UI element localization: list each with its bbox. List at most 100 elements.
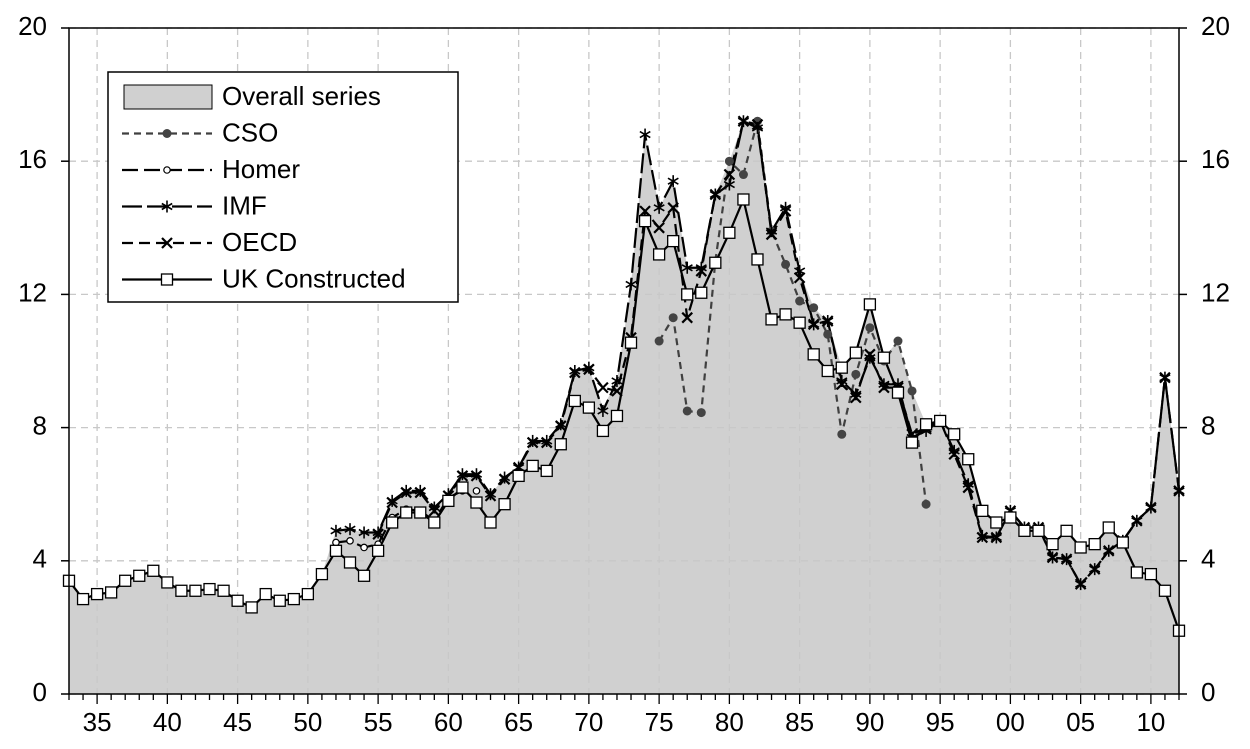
marker <box>807 318 820 331</box>
marker <box>667 234 680 248</box>
marker-stroke <box>1074 578 1087 590</box>
marker-square <box>737 193 750 206</box>
marker <box>863 298 877 311</box>
marker-stroke <box>639 205 651 217</box>
marker-square <box>484 516 497 529</box>
marker <box>400 486 412 499</box>
y2-tick-label: 20 <box>1201 11 1230 41</box>
marker-square <box>1144 567 1158 581</box>
marker-square <box>428 516 441 529</box>
marker <box>864 348 876 361</box>
legend-marker <box>161 200 173 213</box>
marker-square <box>76 592 90 606</box>
marker <box>737 115 750 128</box>
marker-stroke <box>470 470 483 482</box>
marker <box>654 336 664 346</box>
marker-square <box>793 316 806 329</box>
marker-dot <box>865 323 875 333</box>
marker-square <box>624 336 638 349</box>
x-tick-label: 40 <box>153 707 182 737</box>
marker-stroke <box>653 222 665 234</box>
marker-stroke <box>793 271 806 284</box>
y-tick-label: 4 <box>33 544 47 574</box>
marker-stroke <box>1145 501 1157 514</box>
marker <box>821 364 834 378</box>
marker-dot <box>654 336 664 346</box>
marker-square <box>919 418 933 431</box>
marker-square <box>821 364 834 378</box>
marker-stroke <box>807 318 820 331</box>
marker-dot <box>162 129 172 138</box>
marker <box>668 313 678 323</box>
legend-marker <box>163 166 171 174</box>
marker-stroke <box>667 177 679 185</box>
marker <box>1088 538 1101 551</box>
marker <box>442 494 455 508</box>
marker-stroke <box>653 204 665 212</box>
marker <box>779 308 792 321</box>
marker-square <box>667 234 680 248</box>
marker <box>358 526 370 539</box>
marker <box>428 505 441 517</box>
marker <box>357 569 371 582</box>
marker <box>414 506 427 519</box>
marker-square <box>1004 511 1017 524</box>
marker <box>723 178 735 191</box>
marker-stroke <box>1088 563 1101 575</box>
marker <box>1004 511 1017 524</box>
marker-square <box>1074 541 1087 554</box>
x-tick-label: 45 <box>223 707 252 737</box>
marker-square <box>1032 524 1045 537</box>
marker-square <box>245 601 258 614</box>
marker-square <box>343 556 357 569</box>
marker-stroke <box>611 385 623 397</box>
marker-stroke <box>344 525 356 533</box>
marker-stroke <box>878 381 890 394</box>
marker-square <box>1158 584 1172 597</box>
marker <box>990 516 1003 529</box>
marker-stroke <box>779 204 792 212</box>
marker <box>315 567 329 581</box>
marker <box>765 313 778 326</box>
marker <box>905 436 919 449</box>
marker-square <box>723 226 736 239</box>
marker-stroke <box>1060 553 1073 565</box>
marker <box>624 336 638 349</box>
marker <box>287 592 300 606</box>
y-tick-label: 8 <box>33 410 47 440</box>
marker-stroke <box>372 528 384 540</box>
marker <box>893 336 903 346</box>
marker <box>540 436 553 449</box>
marker <box>919 418 933 431</box>
marker <box>962 453 975 466</box>
marker <box>512 469 525 483</box>
y2-tick-label: 0 <box>1201 677 1215 707</box>
marker-dot <box>724 156 734 166</box>
marker <box>809 303 819 313</box>
legend-marker <box>162 129 172 138</box>
marker <box>596 424 610 438</box>
marker <box>836 378 848 391</box>
marker-dot <box>907 386 917 396</box>
marker <box>667 175 679 188</box>
marker-square <box>329 544 343 557</box>
marker-dot <box>682 406 692 416</box>
area <box>69 121 1179 695</box>
marker-square <box>877 351 891 364</box>
marker-stroke <box>161 237 173 249</box>
legend-box <box>107 71 459 303</box>
marker <box>793 271 806 284</box>
marker-stroke <box>498 473 511 485</box>
y-tick-label: 20 <box>18 11 47 41</box>
marker <box>1159 371 1171 384</box>
marker <box>259 587 272 601</box>
marker-square <box>905 436 919 449</box>
marker-square <box>371 544 385 557</box>
marker-stroke <box>1159 371 1171 384</box>
marker-square <box>835 361 848 374</box>
marker-stroke <box>330 527 342 535</box>
marker <box>540 464 553 478</box>
marker-square <box>386 516 399 529</box>
marker-stroke <box>456 470 469 482</box>
